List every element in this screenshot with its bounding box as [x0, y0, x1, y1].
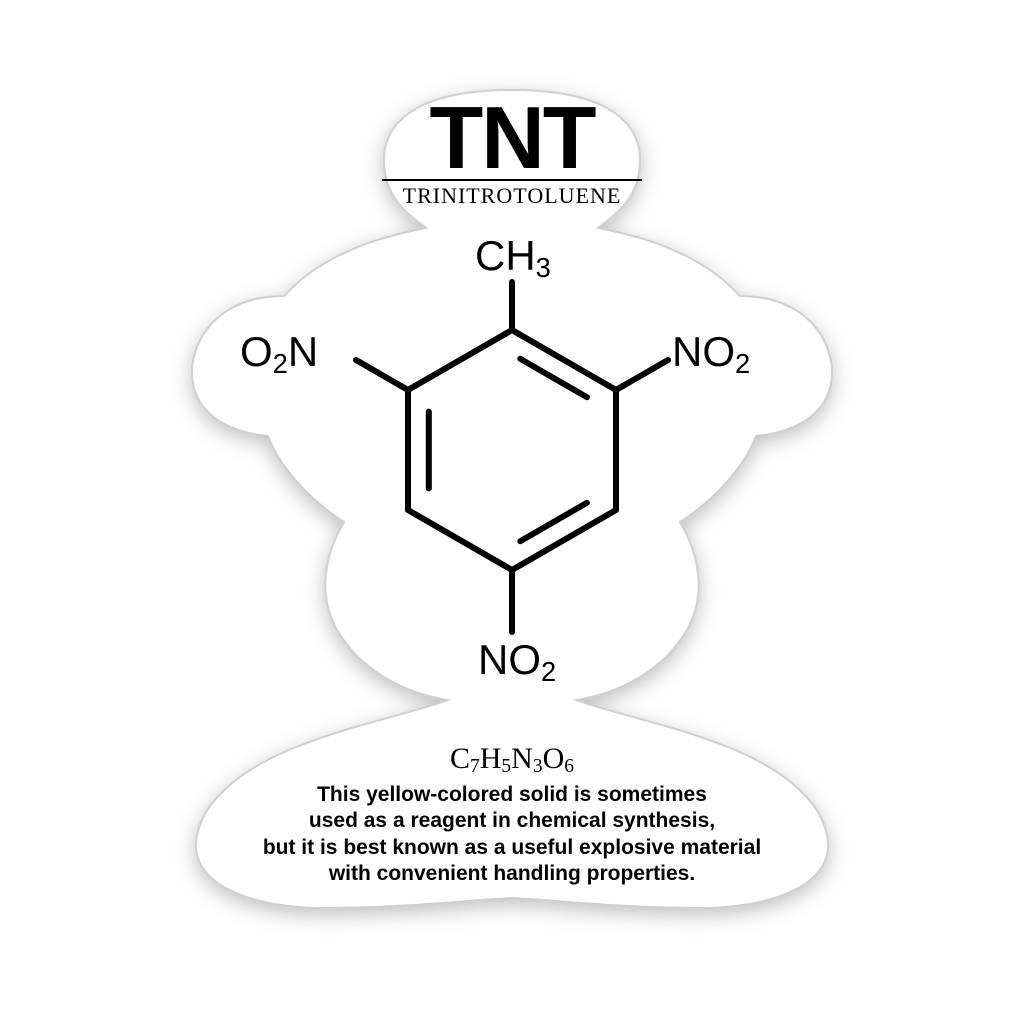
page: TNT TRINITROTOLUENE CH3O2NNO2NO2 C7H5N3O… — [0, 0, 1024, 1024]
atom-label-ch3: CH3 — [475, 232, 551, 284]
atom-label-o2n_left: O2N — [240, 328, 318, 380]
description-text: This yellow-colored solid is sometimesus… — [210, 782, 814, 887]
atom-label-no2_bottom: NO2 — [478, 636, 556, 688]
molecular-formula: C7H5N3O6 — [450, 742, 574, 775]
formula-block: C7H5N3O6 — [0, 742, 1024, 778]
atom-label-no2_right: NO2 — [672, 328, 750, 380]
